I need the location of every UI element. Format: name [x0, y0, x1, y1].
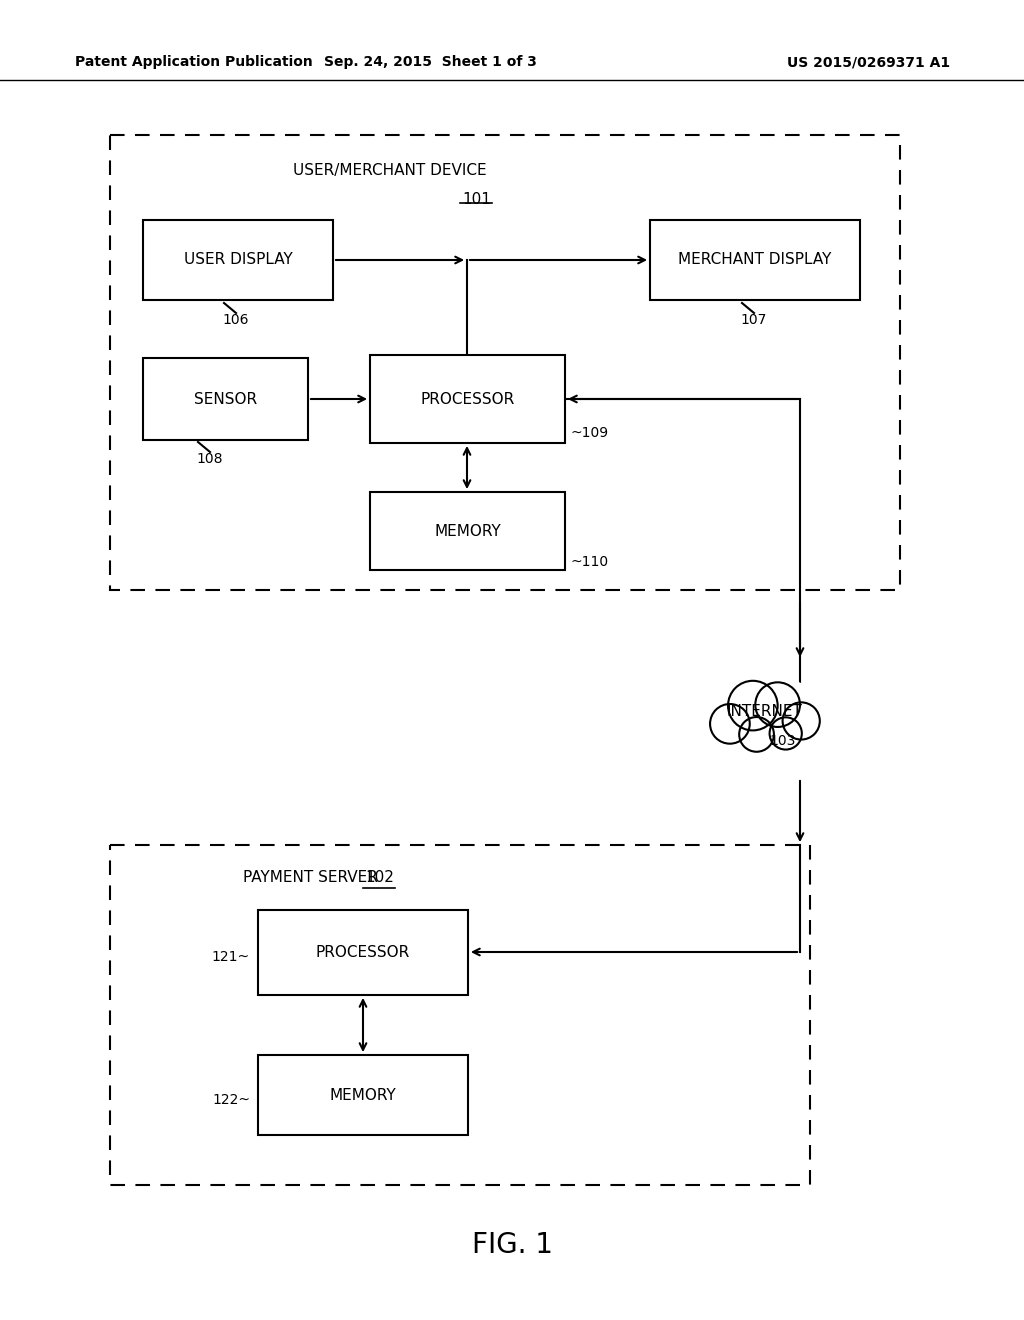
Bar	[143, 220, 333, 300]
Text: 102: 102	[365, 870, 394, 886]
Circle shape	[728, 681, 777, 730]
Text: PROCESSOR: PROCESSOR	[421, 392, 515, 407]
Circle shape	[782, 702, 820, 739]
Text: US 2015/0269371 A1: US 2015/0269371 A1	[786, 55, 950, 69]
Text: 107: 107	[740, 313, 767, 327]
Text: FIG. 1: FIG. 1	[471, 1232, 553, 1259]
Text: SENSOR: SENSOR	[194, 392, 257, 407]
Bar	[110, 135, 900, 590]
Bar	[650, 220, 860, 300]
Circle shape	[756, 682, 800, 727]
Text: Patent Application Publication: Patent Application Publication	[75, 55, 312, 69]
Text: 121~: 121~	[212, 950, 250, 964]
Circle shape	[710, 704, 750, 743]
Text: 108: 108	[197, 451, 223, 466]
Text: MEMORY: MEMORY	[330, 1088, 396, 1102]
Text: MEMORY: MEMORY	[434, 524, 501, 539]
Bar	[110, 845, 810, 1185]
Text: USER/MERCHANT DEVICE: USER/MERCHANT DEVICE	[293, 162, 486, 177]
Ellipse shape	[695, 677, 833, 763]
Circle shape	[739, 717, 774, 752]
Circle shape	[770, 717, 802, 750]
Text: Sep. 24, 2015  Sheet 1 of 3: Sep. 24, 2015 Sheet 1 of 3	[324, 55, 537, 69]
Text: USER DISPLAY: USER DISPLAY	[183, 252, 293, 268]
Text: 101: 101	[462, 191, 490, 207]
Text: ~110: ~110	[570, 554, 608, 569]
Text: ~109: ~109	[570, 426, 608, 440]
Bar	[370, 355, 565, 444]
Text: 106: 106	[223, 313, 249, 327]
Bar	[258, 909, 468, 995]
Text: PROCESSOR: PROCESSOR	[315, 945, 411, 960]
Text: 103: 103	[769, 734, 796, 748]
Text: INTERNET: INTERNET	[726, 705, 802, 719]
Text: PAYMENT SERVER: PAYMENT SERVER	[243, 870, 378, 886]
Text: MERCHANT DISPLAY: MERCHANT DISPLAY	[678, 252, 831, 268]
Bar	[258, 1055, 468, 1135]
Text: 122~: 122~	[212, 1093, 250, 1107]
Bar	[143, 358, 308, 440]
Bar	[370, 492, 565, 570]
